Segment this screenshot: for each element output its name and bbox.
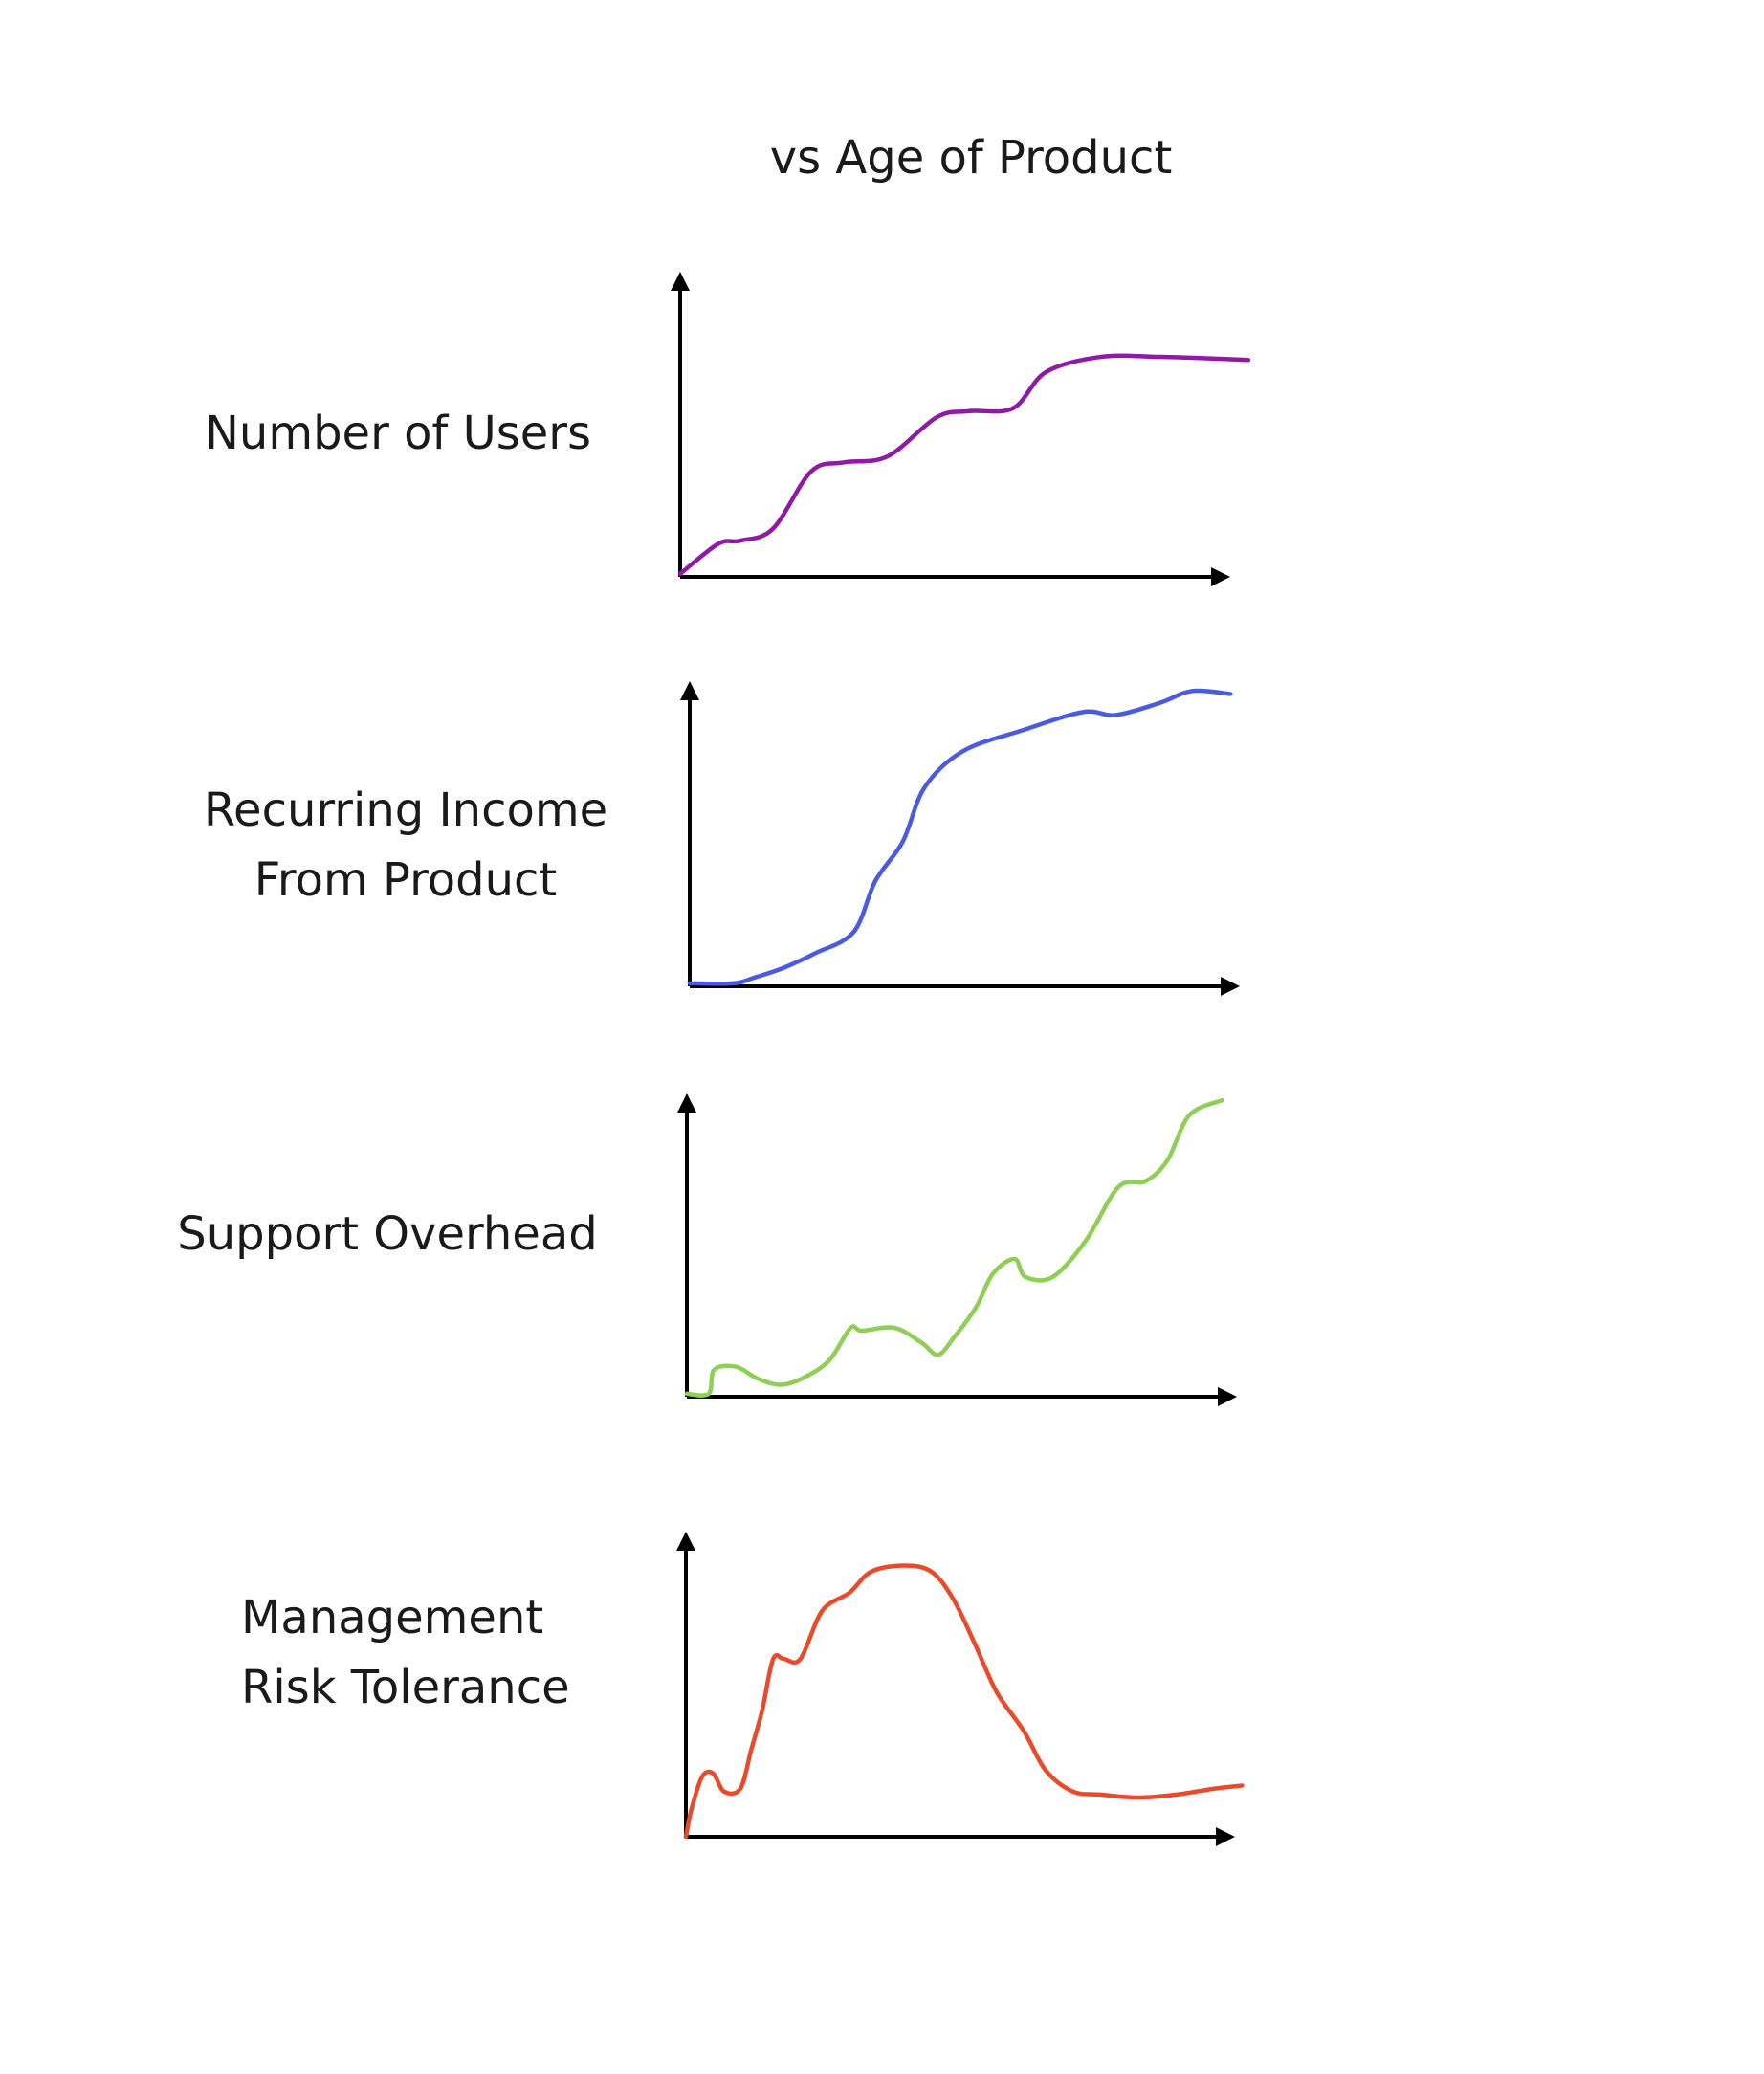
y-axis-label: Support Overhead [177, 1207, 597, 1261]
page-title: vs Age of Product [770, 131, 1173, 185]
y-axis-label: Number of Users [205, 407, 591, 460]
y-axis-label: Risk Tolerance [241, 1661, 570, 1714]
data-line [687, 688, 1233, 986]
data-line [677, 353, 1251, 577]
y-axis-label: Recurring Income [204, 783, 607, 837]
data-line [683, 1563, 1245, 1840]
data-line [684, 1097, 1224, 1398]
y-axis-label: Management [241, 1591, 543, 1644]
y-axis-label: From Product [254, 853, 557, 907]
